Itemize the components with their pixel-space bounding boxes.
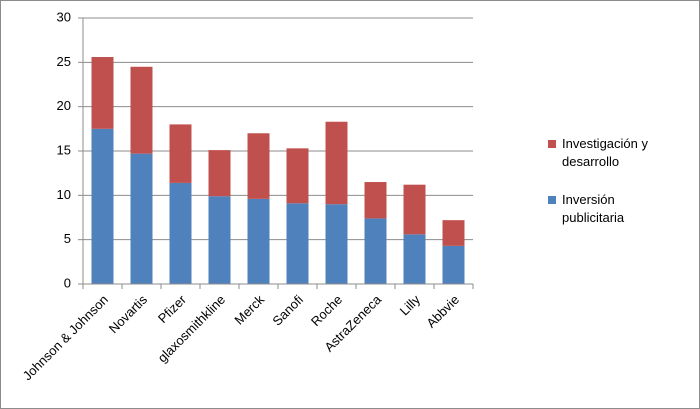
- legend-item: Investigación y desarrollo: [548, 135, 678, 171]
- legend: Investigación y desarrollo Inversión publ…: [548, 135, 678, 247]
- bar-segment: [403, 234, 426, 284]
- bar-segment: [325, 204, 348, 284]
- legend-label: Inversión publicitaria: [562, 192, 625, 225]
- bar-segment: [130, 66, 153, 154]
- bar-segment: [325, 121, 348, 205]
- bar-segment: [91, 128, 114, 284]
- legend-swatch: [548, 196, 556, 204]
- legend-item: Inversión publicitaria: [548, 191, 678, 227]
- y-tick-label: 25: [57, 54, 71, 69]
- bar-segment: [286, 203, 309, 284]
- y-tick-label: 30: [57, 9, 71, 24]
- bar-segment: [169, 182, 192, 284]
- bar-segment: [247, 133, 270, 199]
- bar-segment: [286, 148, 309, 204]
- y-tick-label: 0: [64, 275, 71, 290]
- bar-segment: [208, 150, 231, 197]
- bar-segment: [247, 198, 270, 284]
- y-tick-label: 10: [57, 187, 71, 202]
- bar-segment: [364, 182, 387, 219]
- y-tick-label: 15: [57, 142, 71, 157]
- bar-segment: [442, 245, 465, 284]
- legend-swatch: [548, 140, 556, 148]
- y-tick-label: 5: [64, 231, 71, 246]
- bar-segment: [403, 184, 426, 235]
- bar-segment: [169, 124, 192, 183]
- legend-label: Investigación y desarrollo: [562, 136, 648, 169]
- bar-segment: [442, 220, 465, 246]
- bar-segment: [130, 153, 153, 284]
- bar-segment: [91, 57, 114, 129]
- bar-segment: [208, 196, 231, 284]
- y-tick-label: 20: [57, 98, 71, 113]
- bar-segment: [364, 218, 387, 284]
